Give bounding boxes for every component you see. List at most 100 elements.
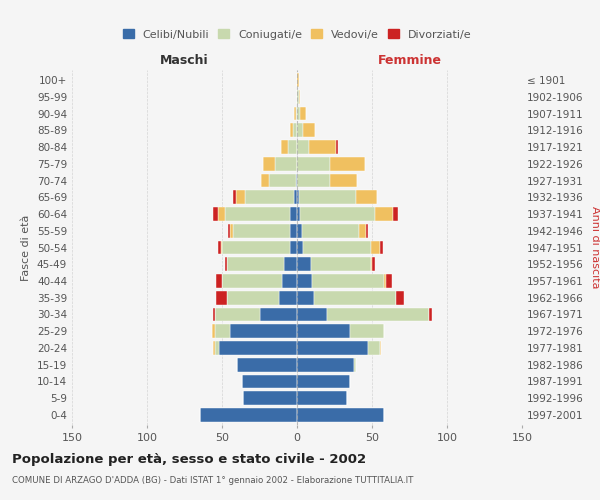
Bar [330,157,365,170]
Bar [297,258,311,271]
Bar [215,324,229,338]
Bar [299,90,300,104]
Bar [330,174,357,188]
Bar [297,90,299,104]
Text: Maschi: Maschi [160,54,209,66]
Bar [237,358,297,372]
Bar [216,291,227,304]
Bar [297,274,312,288]
Bar [300,207,375,221]
Bar [297,324,349,338]
Bar [297,358,354,372]
Bar [213,207,218,221]
Bar [336,140,337,154]
Bar [327,308,429,322]
Bar [275,157,297,170]
Bar [293,124,297,137]
Bar [380,240,383,254]
Bar [288,140,297,154]
Bar [396,291,404,304]
Bar [215,308,260,322]
Bar [261,174,269,188]
Bar [219,341,297,355]
Bar [199,408,297,422]
Bar [297,224,302,237]
Bar [297,207,300,221]
Bar [218,207,225,221]
Bar [260,308,297,322]
Bar [303,124,315,137]
Y-axis label: Fasce di età: Fasce di età [22,214,31,280]
Bar [302,224,359,237]
Bar [297,124,303,137]
Bar [354,358,355,372]
Bar [216,274,222,288]
Bar [290,240,297,254]
Bar [366,224,367,237]
Bar [297,408,384,422]
Bar [349,324,384,338]
Bar [299,190,355,204]
Bar [263,157,275,170]
Bar [233,224,290,237]
Text: Femmine: Femmine [377,54,442,66]
Text: COMUNE DI ARZAGO D'ADDA (BG) - Dati ISTAT 1° gennaio 2002 - Elaborazione TUTTITA: COMUNE DI ARZAGO D'ADDA (BG) - Dati ISTA… [12,476,413,485]
Bar [297,73,299,87]
Bar [372,258,375,271]
Bar [297,308,327,322]
Bar [229,224,233,237]
Bar [294,190,297,204]
Bar [228,224,229,237]
Bar [269,174,296,188]
Bar [222,274,282,288]
Bar [359,224,366,237]
Bar [386,274,392,288]
Bar [235,190,245,204]
Bar [367,341,380,355]
Legend: Celibi/Nubili, Coniugati/e, Vedovi/e, Divorziati/e: Celibi/Nubili, Coniugati/e, Vedovi/e, Di… [119,26,475,43]
Bar [297,106,300,120]
Bar [233,190,235,204]
Bar [222,240,290,254]
Bar [215,341,219,355]
Bar [227,291,279,304]
Bar [290,207,297,221]
Bar [380,341,381,355]
Bar [355,190,377,204]
Bar [282,274,297,288]
Bar [281,140,288,154]
Bar [393,207,398,221]
Bar [294,106,296,120]
Bar [221,240,222,254]
Y-axis label: Anni di nascita: Anni di nascita [590,206,600,289]
Bar [429,308,432,322]
Bar [311,258,371,271]
Bar [371,240,380,254]
Bar [375,207,393,221]
Bar [297,240,303,254]
Bar [241,374,297,388]
Bar [213,341,215,355]
Bar [312,274,384,288]
Bar [284,258,297,271]
Bar [212,324,215,338]
Bar [290,124,293,137]
Bar [218,240,221,254]
Bar [243,392,297,405]
Bar [290,224,297,237]
Bar [279,291,297,304]
Bar [300,106,306,120]
Bar [297,374,349,388]
Bar [297,291,314,304]
Bar [314,291,396,304]
Bar [297,392,347,405]
Bar [297,140,309,154]
Bar [225,207,290,221]
Bar [297,341,367,355]
Bar [371,258,372,271]
Bar [297,190,299,204]
Text: Popolazione per età, sesso e stato civile - 2002: Popolazione per età, sesso e stato civil… [12,452,366,466]
Bar [296,174,297,188]
Bar [309,140,336,154]
Bar [213,308,215,322]
